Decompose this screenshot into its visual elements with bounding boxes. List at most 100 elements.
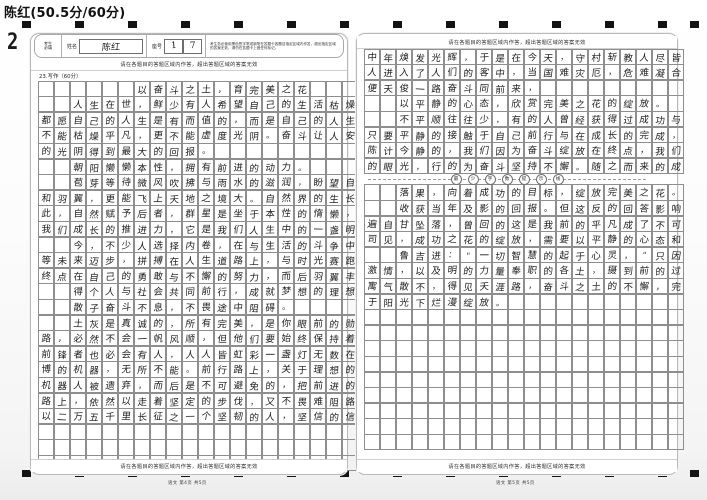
essay-cell[interactable]: 成 (411, 231, 429, 248)
essay-cell[interactable]: ， (197, 330, 215, 347)
essay-cell[interactable]: 二 (53, 408, 71, 425)
essay-cell[interactable] (491, 433, 509, 451)
essay-cell[interactable] (603, 371, 621, 388)
essay-cell[interactable]: 在 (101, 96, 119, 113)
essay-cell[interactable]: 不 (181, 299, 199, 316)
essay-cell[interactable]: 后 (165, 376, 183, 394)
essay-cell[interactable]: 人 (117, 111, 135, 129)
essay-cell[interactable]: 润 (277, 174, 295, 191)
essay-cell[interactable] (37, 423, 55, 440)
essay-row[interactable]: 朝阳懒懒本性，拥有前进的动力。 (37, 158, 359, 175)
essay-cell[interactable]: 只 (363, 126, 381, 143)
essay-cell[interactable]: 一 (133, 330, 151, 347)
essay-cell[interactable]: 行 (539, 126, 557, 143)
essay-cell[interactable]: 斗 (539, 142, 557, 159)
essay-cell[interactable] (539, 79, 557, 97)
essay-cell[interactable]: 无 (309, 345, 327, 362)
essay-cell[interactable] (619, 433, 637, 451)
essay-cell[interactable]: 们 (229, 221, 247, 238)
essay-cell[interactable]: 的 (459, 262, 477, 279)
essay-row[interactable]: 以奋斗之土，育完美之花 (37, 80, 359, 97)
essay-cell[interactable]: 心 (587, 246, 605, 264)
essay-cell[interactable]: 自 (491, 126, 509, 143)
essay-cell[interactable]: 少 (117, 236, 135, 253)
essay-cell[interactable] (539, 402, 557, 419)
essay-cell[interactable]: 气 (379, 278, 397, 295)
essay-cell[interactable]: 这 (571, 200, 589, 217)
essay-cell[interactable]: 阴 (245, 127, 263, 144)
essay-cell[interactable]: ， (165, 299, 183, 316)
essay-cell[interactable] (325, 143, 343, 160)
essay-cell[interactable]: 的 (325, 314, 343, 331)
essay-cell[interactable]: 值 (197, 111, 215, 129)
essay-cell[interactable]: 得 (85, 143, 103, 160)
essay-cell[interactable]: 了 (635, 215, 653, 232)
essay-cell[interactable]: 己 (261, 96, 279, 113)
essay-cell[interactable] (53, 158, 71, 175)
essay-cell[interactable] (165, 423, 183, 440)
essay-cell[interactable]: 的 (491, 215, 509, 232)
essay-cell[interactable]: 大 (229, 189, 247, 207)
essay-cell[interactable] (443, 387, 461, 404)
essay-cell[interactable]: ， (587, 262, 605, 279)
essay-cell[interactable]: 于 (571, 246, 589, 264)
essay-cell[interactable]: 你 (277, 314, 295, 331)
essay-cell[interactable]: 光 (229, 127, 247, 144)
essay-cell[interactable]: ， (213, 80, 231, 97)
essay-cell[interactable]: 今 (523, 48, 541, 65)
essay-cell[interactable] (651, 402, 669, 419)
essay-cell[interactable] (363, 371, 381, 388)
essay-cell[interactable]: 的 (619, 126, 637, 143)
essay-cell[interactable]: 顺 (181, 330, 199, 347)
essay-cell[interactable]: 不 (651, 215, 669, 232)
essay-cell[interactable]: 卷 (197, 236, 215, 253)
essay-cell[interactable]: 子 (85, 299, 103, 316)
essay-cell[interactable]: 。 (293, 158, 311, 175)
essay-cell[interactable]: 绽 (491, 231, 509, 248)
essay-cell[interactable]: 滋 (261, 174, 279, 191)
essay-cell[interactable]: ， (427, 278, 445, 295)
essay-cell[interactable]: 俊 (395, 79, 413, 97)
essay-cell[interactable]: 我 (651, 142, 669, 159)
essay-cell[interactable]: 未 (53, 252, 71, 269)
essay-row[interactable]: 于阳光下烂漫绽放。 (363, 293, 685, 310)
essay-cell[interactable]: 智 (507, 246, 525, 264)
essay-cell[interactable]: 与 (277, 252, 295, 269)
essay-cell[interactable]: 前 (555, 215, 573, 232)
essay-cell[interactable] (555, 418, 573, 435)
essay-row[interactable]: 都愿自己的人生是有而值的，而是自己的人生 (37, 111, 359, 129)
essay-cell[interactable] (523, 402, 541, 419)
essay-cell[interactable]: 长 (603, 126, 621, 143)
essay-cell[interactable]: 力 (475, 262, 493, 279)
essay-cell[interactable] (309, 423, 327, 440)
essay-cell[interactable]: 的 (603, 95, 621, 112)
essay-cell[interactable] (459, 371, 477, 388)
essay-cell[interactable]: 星 (197, 205, 215, 222)
essay-cell[interactable]: 来 (507, 79, 525, 97)
essay-cell[interactable]: 激 (363, 262, 381, 279)
essay-cell[interactable] (491, 309, 509, 326)
essay-cell[interactable] (651, 433, 669, 451)
essay-row[interactable] (363, 433, 685, 451)
essay-cell[interactable] (427, 433, 445, 451)
essay-cell[interactable]: 的 (245, 174, 263, 191)
essay-cell[interactable]: 下 (411, 293, 429, 310)
essay-cell[interactable]: ， (459, 48, 477, 65)
essay-cell[interactable] (651, 293, 669, 310)
essay-cell[interactable]: ， (245, 392, 263, 409)
essay-cell[interactable]: 之 (181, 80, 199, 97)
essay-cell[interactable]: ， (261, 361, 279, 378)
essay-cell[interactable]: 被 (85, 376, 103, 394)
essay-cell[interactable]: ， (635, 142, 653, 159)
essay-cell[interactable]: 以 (117, 392, 135, 409)
essay-cell[interactable] (53, 80, 71, 97)
essay-cell[interactable] (619, 355, 637, 373)
essay-cell[interactable]: ， (523, 278, 541, 295)
essay-cell[interactable]: 风 (149, 174, 167, 191)
essay-cell[interactable] (277, 439, 295, 456)
essay-cell[interactable] (379, 200, 397, 217)
essay-cell[interactable]: 落 (427, 215, 445, 232)
essay-cell[interactable]: 伐 (229, 392, 247, 409)
essay-cell[interactable] (325, 158, 343, 175)
essay-cell[interactable]: 有 (181, 96, 199, 113)
